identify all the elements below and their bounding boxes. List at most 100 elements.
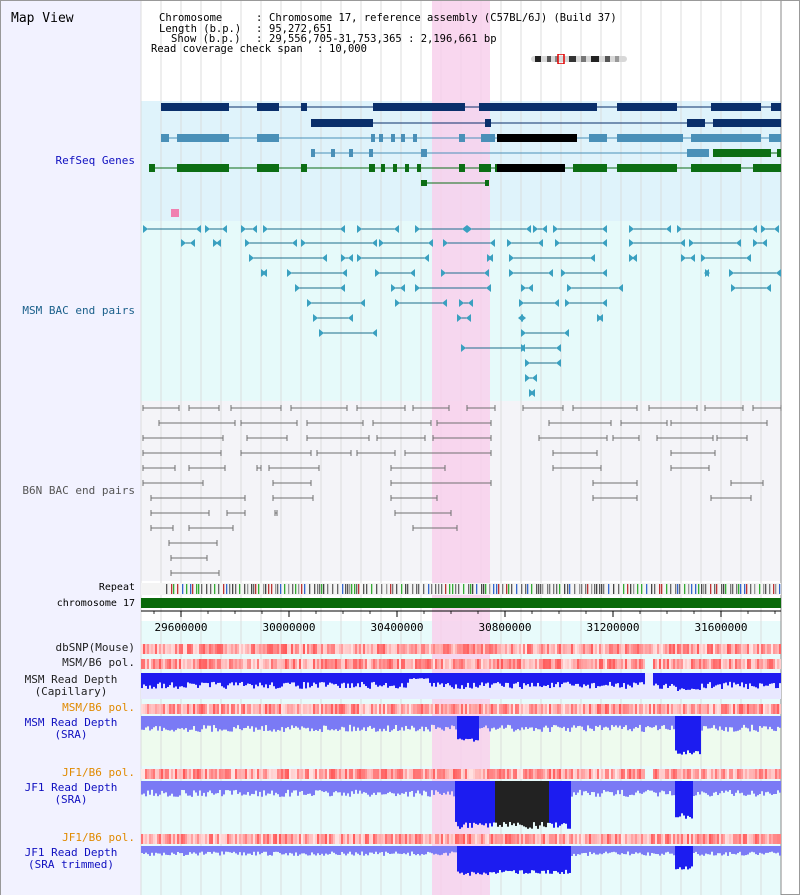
repeat-element — [275, 584, 277, 594]
msm-bac-end — [263, 225, 268, 233]
msm-pol-cell — [257, 659, 259, 669]
jf1-pol2-cell — [157, 834, 159, 844]
dbsnp-cell — [181, 644, 183, 654]
jf1-depth-bar — [161, 781, 163, 791]
jf1-pol-cell — [539, 769, 541, 779]
jf1-depth-bar — [627, 781, 629, 797]
jf1-pol2-cell — [735, 834, 737, 844]
dbsnp-cell — [415, 644, 417, 654]
jf1-depth-bar — [229, 781, 231, 791]
msm-depth-cap-bar — [153, 673, 155, 687]
jf1-depth-bar — [553, 781, 555, 828]
dbsnp-cell — [151, 644, 153, 654]
msm-pol2-cell — [309, 704, 311, 714]
repeat-element — [235, 584, 237, 594]
dbsnp-cell — [331, 644, 333, 654]
jf1-pol-cell — [207, 769, 209, 779]
msm-bac-end — [340, 284, 345, 292]
jf1-pol2-cell — [355, 834, 357, 844]
dbsnp-cell — [259, 644, 261, 654]
jf1-pol-cell — [321, 769, 323, 779]
msm-bac-end — [394, 225, 399, 233]
msm-pol2-cell — [715, 704, 717, 714]
dbsnp-cell — [401, 644, 403, 654]
msm-depth-sra-bar — [231, 716, 233, 732]
msm-depth-sra-bar — [253, 716, 255, 732]
refseq-gene-exon — [485, 180, 489, 186]
jf1-trim-depth-bar — [681, 846, 683, 870]
msm-pol-cell — [341, 659, 343, 669]
msm-depth-sra-bar — [495, 716, 497, 730]
jf1-pol2-cell — [407, 834, 409, 844]
msm-pol2-cell — [591, 704, 593, 714]
msm-depth-cap-bar — [561, 673, 563, 685]
msm-depth-cap-bar — [707, 673, 709, 684]
jf1-depth-bar — [761, 781, 763, 792]
msm-pol-cell — [291, 659, 293, 669]
msm-depth-cap-bar — [187, 673, 189, 683]
dbsnp-cell — [625, 644, 627, 654]
msm-pol-cell — [143, 659, 145, 669]
dbsnp-cell — [199, 644, 201, 654]
jf1-depth-bar — [773, 781, 775, 795]
dbsnp-cell — [337, 644, 339, 654]
msm-depth-cap-bar — [215, 673, 217, 685]
track-label-repeat: Repeat — [98, 582, 135, 593]
dbsnp-cell — [493, 644, 495, 654]
msm-pol-cell — [605, 659, 607, 669]
jf1-pol2-cell — [183, 834, 185, 844]
msm-pol-cell — [667, 659, 669, 669]
jf1-trim-depth-bar — [323, 846, 325, 856]
repeat-element — [498, 584, 500, 594]
jf1-trim-depth-bar — [773, 846, 775, 853]
jf1-trim-depth-bar — [771, 846, 773, 852]
repeat-element — [455, 584, 457, 594]
msm-depth-cap-bar — [289, 673, 291, 684]
chromosome-ideogram[interactable] — [531, 54, 627, 64]
jf1-depth-bar — [217, 781, 219, 794]
msm-depth-cap-bar — [489, 673, 491, 688]
msm-pol2-cell — [269, 704, 271, 714]
jf1-depth-bar — [513, 781, 515, 824]
msm-depth-cap-bar — [323, 673, 325, 683]
msm-depth-cap-bar — [391, 673, 393, 686]
jf1-depth-bar — [541, 781, 543, 822]
msm-pol2-cell — [725, 704, 727, 714]
repeat-element — [581, 584, 583, 594]
dbsnp-cell — [499, 644, 501, 654]
jf1-pol-cell — [551, 769, 553, 779]
msm-bac-end — [561, 269, 566, 277]
msm-pol2-cell — [353, 704, 355, 714]
jf1-trim-depth-bar — [393, 846, 395, 854]
jf1-pol2-cell — [351, 834, 353, 844]
jf1-depth-bar — [765, 781, 767, 793]
jf1-pol-cell — [465, 769, 467, 779]
jf1-pol2-cell — [347, 834, 349, 844]
jf1-pol2-cell — [759, 834, 761, 844]
msm-depth-cap-bar — [589, 673, 591, 689]
msm-pol2-cell — [467, 704, 469, 714]
dbsnp-cell — [533, 644, 535, 654]
jf1-depth-bar — [165, 781, 167, 793]
repeat-element — [247, 584, 249, 594]
jf1-depth-bar — [749, 781, 751, 795]
dbsnp-cell — [339, 644, 341, 654]
msm-depth-cap-bar — [327, 673, 329, 685]
jf1-depth-bar — [653, 781, 655, 793]
msm-depth-sra-bar — [265, 716, 267, 726]
repeat-element — [618, 584, 620, 594]
msm-depth-cap-bar — [765, 673, 767, 686]
msm-pol-cell — [523, 659, 525, 669]
msm-pol-cell — [689, 659, 691, 669]
msm-depth-cap-bar — [749, 673, 751, 684]
msm-pol2-cell — [317, 704, 319, 714]
msm-pol2-cell — [661, 704, 663, 714]
msm-pol-cell — [397, 659, 399, 669]
msm-pol-cell — [445, 659, 447, 669]
jf1-pol2-cell — [431, 834, 433, 844]
jf1-pol2-cell — [587, 834, 589, 844]
refseq-gene-exon — [393, 164, 397, 172]
msm-pol-cell — [623, 659, 625, 669]
jf1-pol2-cell — [761, 834, 763, 844]
